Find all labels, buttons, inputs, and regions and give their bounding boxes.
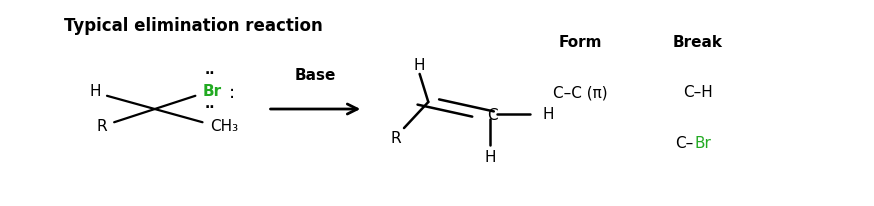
Text: Br: Br	[203, 84, 222, 99]
Text: ··: ··	[205, 101, 215, 115]
Text: Br: Br	[695, 136, 711, 151]
Text: C–: C–	[675, 136, 693, 151]
Text: Form: Form	[558, 35, 602, 50]
Text: C–H: C–H	[683, 85, 712, 101]
Text: Break: Break	[672, 35, 723, 50]
Text: R: R	[390, 131, 400, 146]
Text: H: H	[542, 107, 553, 122]
Text: CH₃: CH₃	[210, 119, 238, 134]
Text: H: H	[484, 150, 496, 165]
Text: ··: ··	[205, 67, 215, 81]
Text: H: H	[414, 59, 426, 73]
Text: :: :	[229, 84, 235, 102]
Text: C: C	[488, 108, 498, 123]
Text: H: H	[89, 84, 101, 99]
Text: Typical elimination reaction: Typical elimination reaction	[64, 17, 323, 35]
Text: C–C (π): C–C (π)	[553, 85, 607, 101]
Text: R: R	[97, 119, 108, 134]
Text: Base: Base	[295, 68, 336, 83]
